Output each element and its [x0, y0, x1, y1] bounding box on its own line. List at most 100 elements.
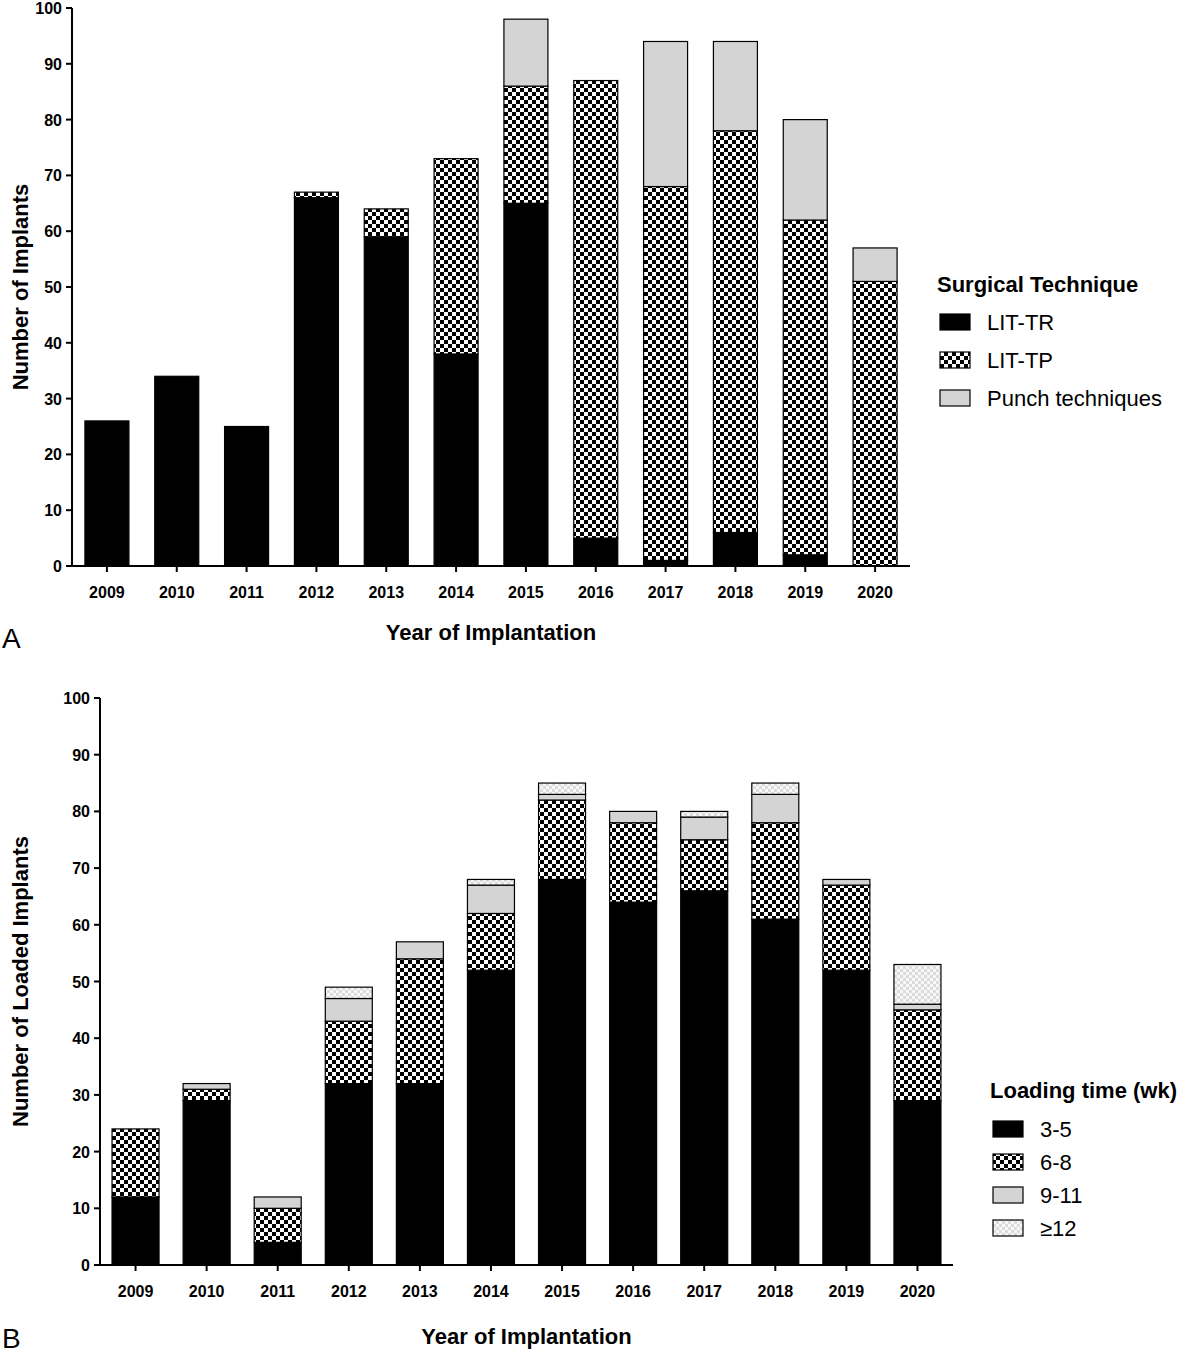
bar-segment — [155, 376, 199, 377]
x-tick — [804, 566, 806, 572]
legend-swatch — [993, 1154, 1023, 1170]
bar-segment — [783, 555, 827, 566]
legend-label: 3-5 — [1040, 1117, 1072, 1142]
y-tick — [66, 342, 72, 344]
bar-segment — [610, 902, 657, 1265]
bar-segment — [783, 120, 827, 220]
bar-segment — [823, 879, 870, 885]
bar-segment — [539, 879, 586, 1265]
bar-segment — [504, 19, 548, 86]
bar-segment — [294, 192, 338, 198]
x-tick-label: 2020 — [857, 584, 893, 601]
y-tick — [66, 230, 72, 232]
y-tick — [94, 867, 100, 869]
bar-segment — [364, 237, 408, 566]
bar-segment — [225, 426, 269, 427]
x-tick — [106, 566, 108, 572]
x-tick — [734, 566, 736, 572]
x-tick-label: 2012 — [331, 1283, 367, 1300]
y-tick — [94, 697, 100, 699]
bar-segment — [644, 41, 688, 186]
bar-segment — [823, 970, 870, 1265]
x-tick — [525, 566, 527, 572]
y-tick — [66, 398, 72, 400]
bar-segment — [364, 208, 408, 209]
y-tick-label: 20 — [44, 446, 62, 463]
x-tick-label: 2013 — [402, 1283, 438, 1300]
x-tick — [419, 1265, 421, 1271]
bar-segment — [853, 281, 897, 566]
bar-segment — [183, 1101, 230, 1265]
y-tick-label: 90 — [72, 747, 90, 764]
y-tick — [94, 1094, 100, 1096]
x-tick — [874, 566, 876, 572]
bar-segment — [325, 1084, 372, 1265]
bar-segment — [610, 811, 657, 822]
y-tick-label: 100 — [35, 0, 62, 17]
y-tick-label: 10 — [72, 1200, 90, 1217]
x-tick-label: 2020 — [900, 1283, 936, 1300]
x-tick-label: 2011 — [229, 584, 264, 601]
y-tick-label: 70 — [44, 167, 62, 184]
x-tick — [916, 1265, 918, 1271]
bar-segment — [610, 811, 657, 812]
y-tick-label: 0 — [53, 558, 62, 575]
bar-segment — [183, 1089, 230, 1100]
y-tick-label: 30 — [72, 1087, 90, 1104]
bar-segment — [504, 203, 548, 566]
bar-segment — [823, 879, 870, 880]
y-tick-label: 40 — [72, 1030, 90, 1047]
bar-segment — [894, 1101, 941, 1265]
legend: Surgical TechniqueLIT-TRLIT-TPPunch tech… — [937, 272, 1162, 411]
y-tick — [66, 286, 72, 288]
bar-segment — [112, 1129, 159, 1197]
y-tick-label: 0 — [81, 1257, 90, 1274]
legend-swatch — [993, 1187, 1023, 1203]
bar-segment — [574, 81, 618, 539]
x-tick — [665, 566, 667, 572]
chart: 0102030405060708090100200920102011201220… — [2, 690, 1177, 1352]
legend-label: 9-11 — [1040, 1183, 1082, 1208]
x-axis — [100, 1264, 953, 1266]
bar-segment — [396, 942, 443, 959]
x-tick-label: 2019 — [829, 1283, 865, 1300]
x-tick-label: 2018 — [718, 584, 754, 601]
bar-segment — [539, 783, 586, 794]
bar-segment — [325, 1021, 372, 1083]
x-tick — [561, 1265, 563, 1271]
bar-segment — [112, 1197, 159, 1265]
bar-segment — [112, 1128, 159, 1129]
legend-label: ≥12 — [1040, 1216, 1077, 1241]
legend-swatch — [993, 1220, 1023, 1236]
legend-label: 6-8 — [1040, 1150, 1072, 1175]
legend-swatch — [940, 390, 970, 406]
x-tick — [774, 1265, 776, 1271]
bar-segment — [823, 885, 870, 970]
x-tick — [348, 1265, 350, 1271]
x-tick — [246, 566, 248, 572]
x-tick-label: 2019 — [787, 584, 823, 601]
bar-segment — [85, 420, 129, 421]
bar-segment — [752, 823, 799, 919]
x-tick — [277, 1265, 279, 1271]
y-tick-label: 50 — [72, 974, 90, 991]
x-tick — [135, 1265, 137, 1271]
y-tick-label: 80 — [72, 803, 90, 820]
bar-segment — [85, 421, 129, 566]
x-tick-label: 2010 — [189, 1283, 225, 1300]
x-tick-label: 2009 — [118, 1283, 154, 1300]
bar-segment — [225, 427, 269, 567]
x-tick-label: 2015 — [544, 1283, 580, 1300]
x-tick-label: 2016 — [578, 584, 614, 601]
x-tick-label: 2010 — [159, 584, 195, 601]
bar-segment — [254, 1242, 301, 1265]
bar-segment — [752, 919, 799, 1265]
bar-segment — [325, 987, 372, 998]
y-tick — [66, 174, 72, 176]
bar-segment — [644, 187, 688, 561]
bar-segment — [155, 376, 199, 377]
x-tick-label: 2015 — [508, 584, 544, 601]
y-tick — [66, 453, 72, 455]
bar-segment — [396, 1084, 443, 1265]
y-axis-title: Number of Implants — [8, 184, 33, 391]
